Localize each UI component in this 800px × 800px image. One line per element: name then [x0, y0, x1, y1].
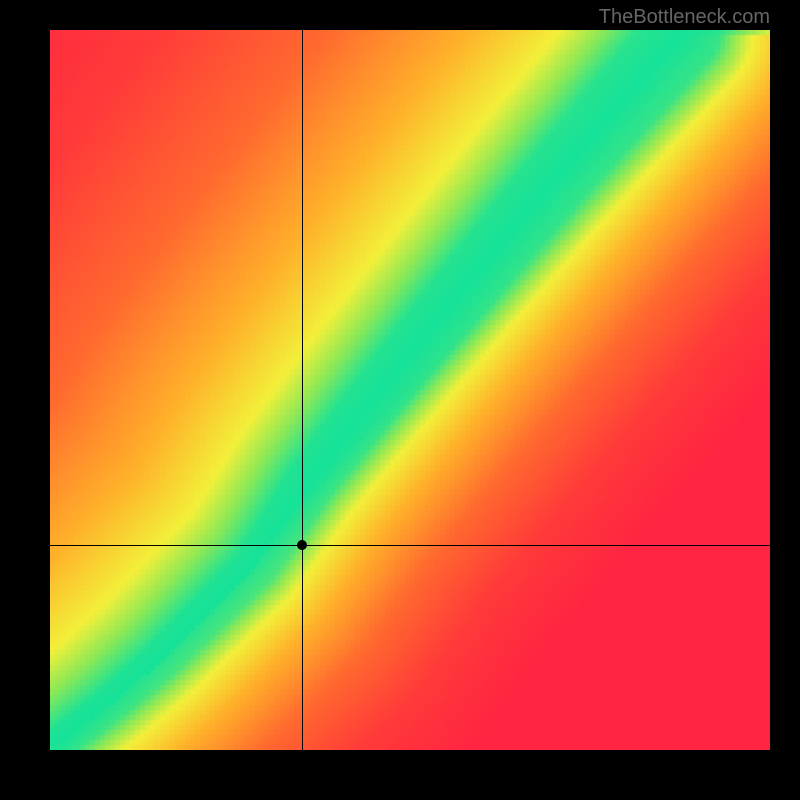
watermark-text: TheBottleneck.com [599, 6, 770, 29]
bottleneck-heatmap [50, 30, 770, 750]
crosshair-vertical [302, 30, 303, 750]
heatmap-canvas [50, 30, 770, 750]
crosshair-horizontal [50, 545, 770, 546]
crosshair-marker-dot [297, 540, 307, 550]
